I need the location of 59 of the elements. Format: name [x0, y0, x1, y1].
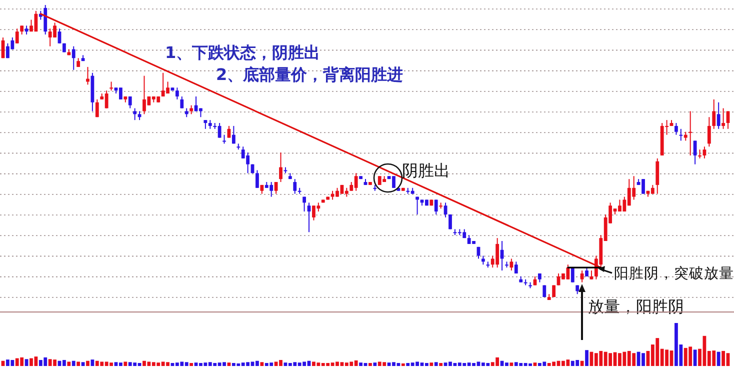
- bar: [585, 350, 588, 366]
- candlestick: [72, 46, 76, 70]
- bar: [86, 360, 90, 366]
- candlestick: [302, 196, 306, 212]
- candlestick: [58, 28, 62, 44]
- bar: [76, 362, 80, 366]
- annotation: 阳胜阴，突破放量: [614, 265, 734, 282]
- candlestick: [726, 110, 730, 130]
- candlestick: [702, 146, 706, 159]
- candlestick: [444, 202, 448, 218]
- bar: [716, 352, 720, 366]
- candlestick: [15, 28, 19, 44]
- candlestick: [232, 125, 236, 144]
- candlestick: [656, 158, 660, 194]
- candlestick: [514, 261, 518, 274]
- annotation: 2、底部量价，背离阳胜进: [216, 65, 404, 84]
- candlestick: [510, 258, 514, 271]
- candlestick: [707, 116, 711, 148]
- bar: [118, 362, 122, 366]
- candlestick: [688, 110, 692, 156]
- bar: [67, 362, 71, 366]
- bar: [368, 362, 372, 366]
- candlestick: [110, 81, 113, 92]
- bar: [81, 362, 85, 366]
- bar: [401, 363, 405, 366]
- bar: [580, 360, 584, 366]
- candlestick: [693, 140, 697, 165]
- candlestick: [180, 96, 184, 109]
- candlestick: [95, 98, 99, 118]
- candlestick: [293, 178, 297, 194]
- candlestick: [722, 108, 725, 130]
- bar: [72, 360, 76, 366]
- candlestick: [118, 87, 122, 100]
- candlestick: [716, 102, 720, 130]
- candlestick: [274, 182, 278, 194]
- candlestick: [279, 152, 282, 182]
- candlestick: [712, 98, 716, 130]
- bar: [434, 362, 438, 366]
- bar: [124, 362, 128, 366]
- candlestick: [227, 125, 231, 138]
- bar: [430, 362, 434, 366]
- candlestick: [570, 267, 574, 283]
- candlestick: [580, 270, 584, 283]
- bar: [510, 362, 514, 366]
- candlestick: [256, 170, 259, 188]
- bar: [90, 360, 94, 366]
- annotation: 阴胜出: [402, 162, 450, 180]
- bar: [439, 362, 443, 366]
- candlestick: [434, 199, 438, 215]
- bar: [190, 362, 194, 366]
- candlestick: [698, 149, 702, 159]
- candlestick: [175, 87, 179, 100]
- bar: [260, 362, 264, 366]
- annotation: 1、下跌状态，阴胜出: [165, 43, 320, 62]
- bar: [373, 362, 377, 366]
- candlestick: [133, 108, 137, 121]
- candlestick: [674, 122, 678, 136]
- candlestick: [307, 202, 311, 233]
- candlestick: [679, 128, 683, 142]
